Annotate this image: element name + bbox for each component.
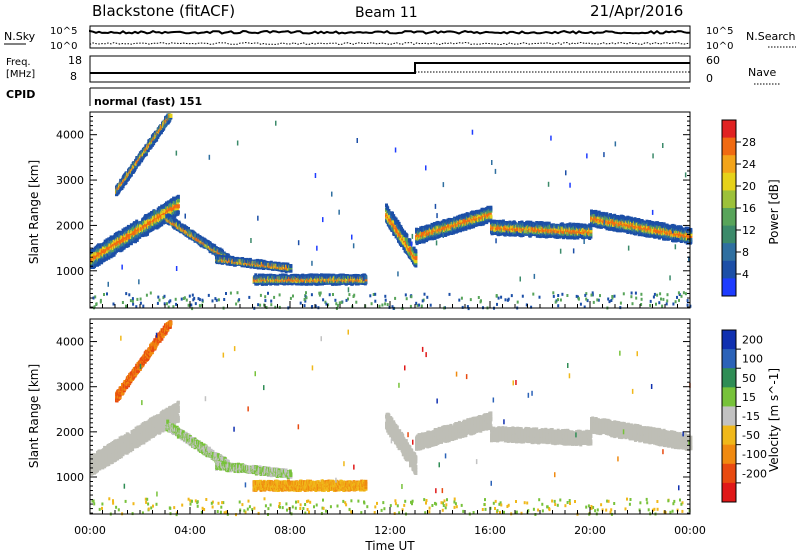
nsky-label: N.Sky — [4, 30, 36, 43]
freq-tick-top: 18 — [68, 54, 82, 67]
cpid-label: CPID — [6, 88, 35, 101]
range-cell — [405, 234, 408, 238]
date-label: 21/Apr/2016 — [590, 2, 683, 20]
range-cell — [489, 206, 492, 210]
station-title: Blackstone (fitACF) — [92, 2, 235, 20]
nave-tick-bottom: 0 — [706, 72, 713, 85]
range-cell — [414, 249, 417, 253]
power-heatmap — [90, 113, 692, 310]
range-cell — [489, 215, 492, 219]
nsearch-trace — [90, 43, 690, 45]
beam-label: Beam 11 — [355, 5, 418, 21]
noise-right-tick-bottom: 10^0 — [706, 41, 733, 52]
range-cell — [289, 264, 292, 268]
nave-label: Nave — [748, 66, 776, 79]
range-cell — [177, 204, 180, 208]
nsearch-label: N.Search — [746, 30, 796, 43]
freq-label-line2: [MHz] — [6, 69, 35, 80]
noise-traces — [90, 31, 690, 45]
range-cell — [177, 211, 180, 215]
range-cell — [177, 199, 180, 203]
nsky-trace — [90, 31, 690, 34]
range-cell — [177, 195, 180, 199]
freq-panel-frame — [90, 56, 690, 82]
noise-left-tick-bottom: 10^0 — [50, 41, 77, 52]
nave-tick-top: 60 — [706, 54, 720, 67]
range-cell — [364, 275, 367, 279]
freq-trace — [90, 63, 690, 73]
noise-panel-frame — [90, 26, 690, 48]
noise-left-tick-top: 10^5 — [50, 26, 77, 37]
range-cell — [169, 114, 172, 118]
freq-tick-bottom: 8 — [70, 70, 77, 83]
noise-right-tick-top: 10^5 — [706, 26, 733, 37]
cpid-value: normal (fast) 151 — [94, 95, 202, 108]
freq-label-line1: Freq. — [6, 57, 31, 68]
